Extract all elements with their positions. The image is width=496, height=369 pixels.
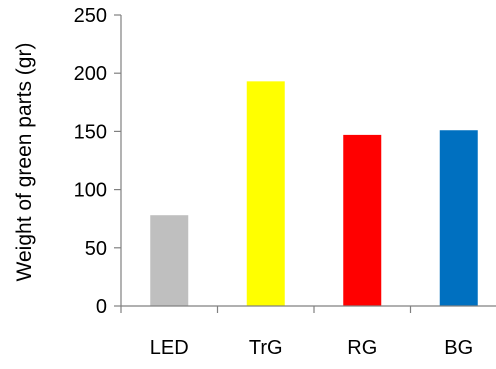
y-tick-label: 200: [74, 63, 107, 85]
x-category-label-trg: TrG: [249, 337, 283, 359]
y-tick-label: 100: [74, 180, 107, 202]
x-category-label-bg: BG: [444, 337, 473, 359]
bar-led: [150, 215, 189, 306]
x-category-label-led: LED: [150, 337, 189, 359]
y-tick-label: 150: [74, 121, 107, 143]
bar-trg: [246, 81, 285, 307]
y-tick-label: 250: [74, 5, 107, 27]
y-axis-title: Weight of green parts (gr): [13, 43, 36, 282]
bar-rg: [343, 134, 382, 306]
x-category-label-rg: RG: [347, 337, 377, 359]
y-tick-label: 0: [96, 296, 107, 318]
y-tick-label: 50: [85, 238, 107, 260]
bar-bg: [439, 130, 478, 306]
